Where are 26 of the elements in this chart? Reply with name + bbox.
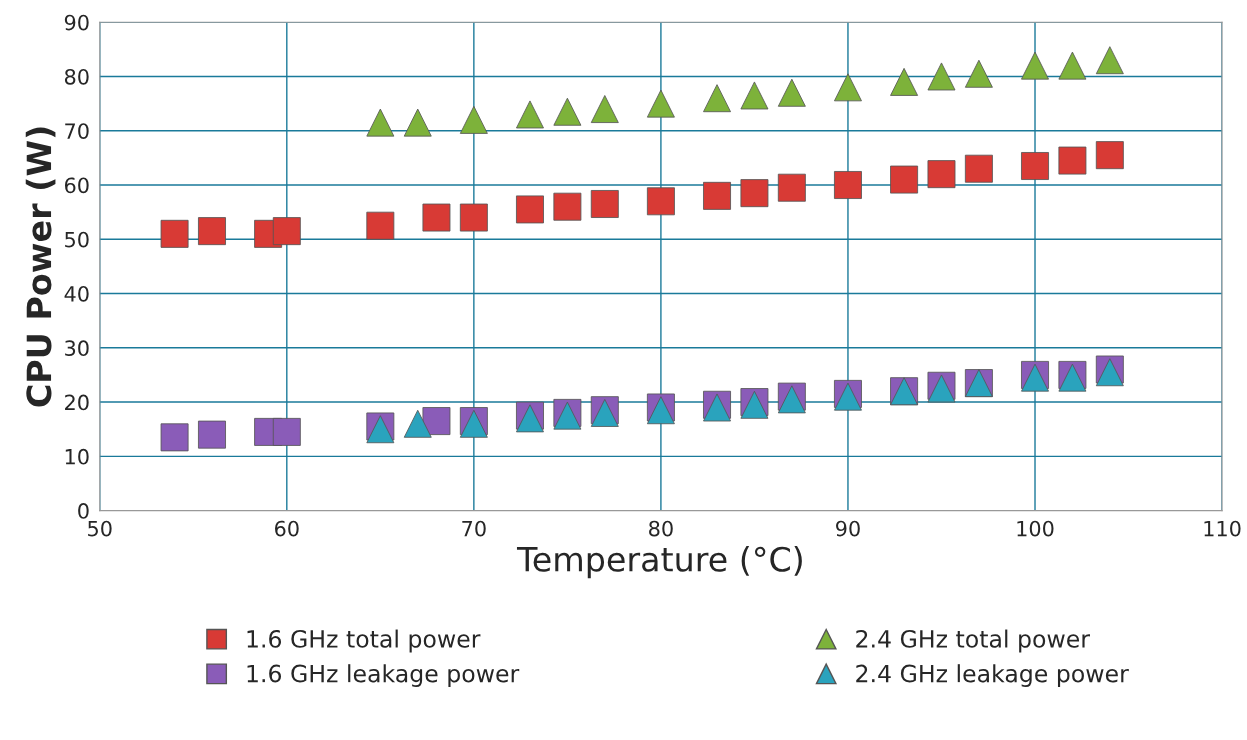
x-tick-label: 50 — [88, 520, 112, 537]
legend-label: 2.4 GHz leakage power — [856, 664, 1129, 688]
x-tick-label: 70 — [462, 520, 486, 537]
point — [516, 195, 544, 224]
point — [590, 190, 619, 218]
x-tick-label: 80 — [649, 520, 673, 537]
y-tick-label: 50 — [65, 231, 89, 248]
y-tick-label: 60 — [64, 177, 89, 194]
x-tick-label: 100 — [1017, 520, 1054, 537]
legend-label: 1.6 GHz total power — [247, 629, 481, 653]
x-tick-label: 90 — [836, 520, 860, 537]
x-axis-title: Temperature (°C) — [516, 546, 802, 579]
y-axis-title: CPU Power (W) — [25, 127, 56, 407]
y-tick-label: 40 — [64, 285, 89, 302]
legend-label: 1.6 GHz leakage power — [247, 664, 520, 688]
x-tick-label: 110 — [1204, 520, 1241, 537]
point — [198, 217, 226, 246]
legend-label: 2.4 GHz total power — [856, 629, 1090, 653]
y-tick-label: 70 — [65, 123, 89, 139]
x-tick-label: 60 — [275, 520, 299, 537]
y-tick-label: 0 — [78, 503, 89, 519]
y-tick-label: 90 — [64, 14, 89, 31]
y-tick-label: 80 — [64, 68, 89, 85]
y-tick-label: 20 — [65, 394, 89, 411]
y-tick-label: 10 — [65, 448, 89, 465]
y-tick-label: 30 — [65, 340, 89, 357]
